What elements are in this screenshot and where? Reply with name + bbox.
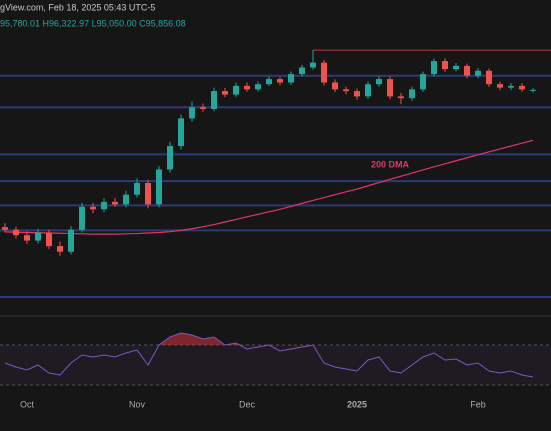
dma-label: 200 DMA [371, 160, 410, 170]
candle-body [310, 62, 316, 68]
candle-body [398, 96, 404, 99]
rsi-line [4, 332, 534, 378]
header-ohlc: 95,780.01 H96,322.97 L95,050.00 C95,856.… [0, 18, 186, 28]
candle-body [134, 182, 140, 195]
candle-body [530, 89, 536, 91]
candle-body [442, 61, 448, 70]
candle-body [431, 61, 437, 75]
x-tick-label: Nov [129, 399, 146, 409]
candle-body [266, 79, 272, 85]
candle-body [2, 227, 8, 230]
candle-body [409, 89, 415, 99]
x-tick-label: Oct [20, 399, 35, 409]
candle-body [365, 84, 371, 97]
candle-body [376, 79, 382, 85]
candle-body [68, 229, 74, 252]
candle-body [24, 235, 30, 241]
candle-body [420, 74, 426, 90]
candle-body [13, 229, 19, 236]
candle-body [57, 246, 63, 252]
candle-body [519, 85, 525, 90]
candle-body [464, 65, 470, 76]
candle-body [453, 65, 459, 70]
candle-body [497, 84, 503, 88]
x-tick-label: Feb [470, 399, 486, 409]
candle-body [167, 146, 173, 170]
candle-body [321, 62, 327, 83]
x-tick-label: Dec [239, 399, 256, 409]
candle-body [90, 206, 96, 210]
x-tick-label: 2025 [347, 399, 367, 409]
candle-body [222, 91, 228, 95]
candle-body [123, 194, 129, 205]
header-source: gView.com, Feb 18, 2025 05:43 UTC-5 [0, 2, 155, 12]
candle-body [211, 91, 217, 110]
candle-body [112, 201, 118, 205]
candle-body [288, 74, 294, 83]
candle-body [156, 169, 162, 205]
candle-body [101, 201, 107, 210]
dma-line [4, 139, 534, 235]
candle-body [233, 85, 239, 95]
candle-body [200, 107, 206, 110]
candle-body [189, 107, 195, 119]
candle-body [244, 85, 250, 90]
candle-body [277, 79, 283, 83]
rsi-band [0, 345, 551, 385]
candle-body [387, 79, 393, 97]
candle-body [145, 182, 151, 205]
candle-body [486, 70, 492, 85]
candle-body [178, 118, 184, 147]
candle-body [79, 206, 85, 230]
candle-body [354, 91, 360, 97]
candle-body [332, 82, 338, 90]
candle-body [475, 70, 481, 76]
candle-body [46, 232, 52, 247]
candle-body [35, 232, 41, 241]
candle-body [299, 67, 305, 75]
candle-body [255, 84, 261, 90]
candle-body [343, 89, 349, 92]
candle-body [508, 85, 514, 88]
